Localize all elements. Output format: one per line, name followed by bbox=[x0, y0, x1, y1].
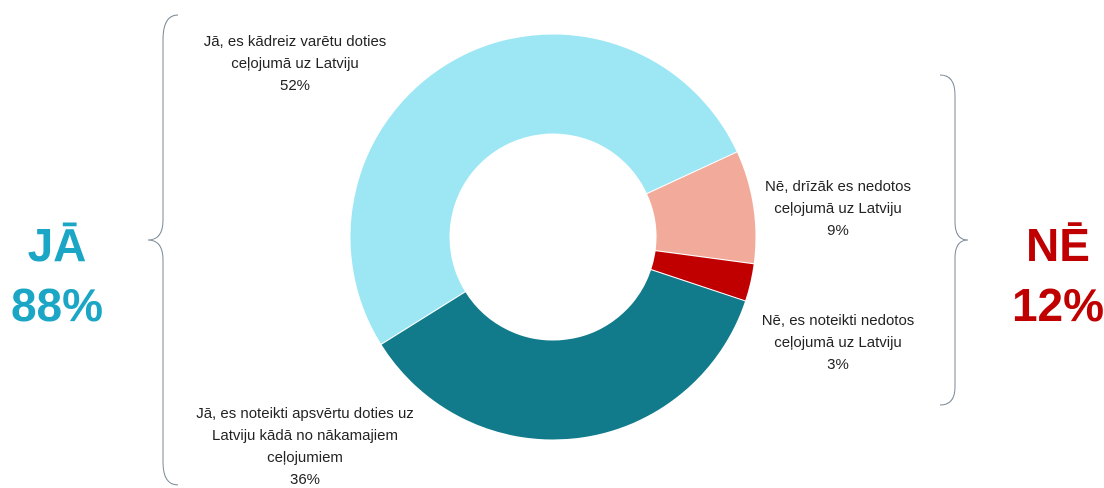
category-label: Nē, drīzāk es nedotos ceļojumā uz Latvij… bbox=[765, 178, 911, 217]
category-label: Jā, es noteikti apsvērtu doties uz Latvi… bbox=[196, 405, 414, 466]
donut-slice bbox=[380, 268, 747, 441]
value-label: 52% bbox=[279, 77, 311, 94]
left-brace bbox=[147, 14, 179, 486]
yes-title: JĀ bbox=[27, 219, 87, 271]
category-label: Nē, es noteikti nedotos ceļojumā uz Latv… bbox=[761, 312, 915, 351]
slice-label: Nē, es noteikti nedotos ceļojumā uz Latv… bbox=[749, 310, 927, 376]
slice-label: Jā, es kādreiz varētu doties ceļojumā uz… bbox=[185, 31, 405, 97]
slice-label: Nē, drīzāk es nedotos ceļojumā uz Latvij… bbox=[752, 176, 924, 242]
right-brace bbox=[939, 74, 969, 406]
yes-total: 88% bbox=[10, 279, 104, 331]
category-label: Jā, es kādreiz varētu doties ceļojumā uz… bbox=[203, 33, 387, 72]
donut-slice bbox=[349, 33, 738, 346]
value-label: 9% bbox=[827, 222, 849, 239]
no-total: 12% bbox=[1011, 279, 1104, 331]
value-label: 3% bbox=[827, 356, 849, 373]
value-label: 36% bbox=[289, 471, 321, 488]
slice-label: Jā, es noteikti apsvērtu doties uz Latvi… bbox=[189, 403, 421, 488]
no-title: NĒ bbox=[1026, 219, 1090, 271]
